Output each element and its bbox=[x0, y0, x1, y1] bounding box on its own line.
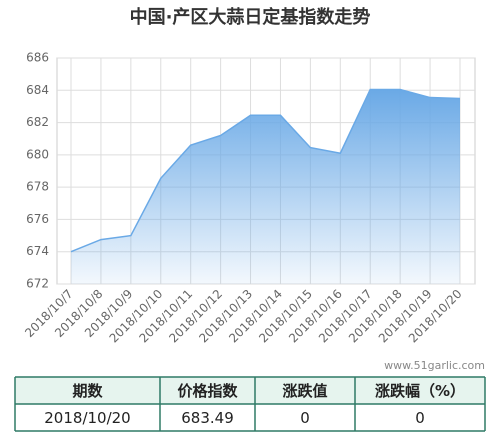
table-cell: 2018/10/20 bbox=[44, 409, 130, 427]
y-tick-label: 686 bbox=[26, 51, 49, 65]
table-header: 期数 bbox=[72, 382, 103, 400]
table-cell: 683.49 bbox=[181, 409, 234, 427]
table-cell: 0 bbox=[415, 409, 425, 427]
y-tick-label: 680 bbox=[26, 147, 49, 161]
header-bg bbox=[15, 377, 485, 404]
y-tick-label: 684 bbox=[26, 83, 49, 97]
y-tick-label: 676 bbox=[26, 212, 49, 226]
table-header: 价格指数 bbox=[177, 382, 238, 400]
y-tick-label: 672 bbox=[26, 277, 49, 291]
y-tick-label: 682 bbox=[26, 115, 49, 129]
table: 期数 价格指数 涨跌值 涨跌幅（%） 2018/10/20 683.49 0 0 bbox=[14, 376, 486, 432]
chart-title: 中国·产区大蒜日定基指数走势 bbox=[130, 6, 371, 28]
table-header: 涨跌值 bbox=[282, 382, 327, 400]
watermark: www.51garlic.com bbox=[384, 359, 485, 372]
table-header: 涨跌幅（%） bbox=[375, 382, 465, 400]
area bbox=[71, 89, 460, 284]
y-tick-label: 678 bbox=[26, 180, 49, 194]
line bbox=[70, 88, 461, 253]
y-tick-label: 674 bbox=[26, 244, 49, 258]
table-cell: 0 bbox=[300, 409, 310, 427]
